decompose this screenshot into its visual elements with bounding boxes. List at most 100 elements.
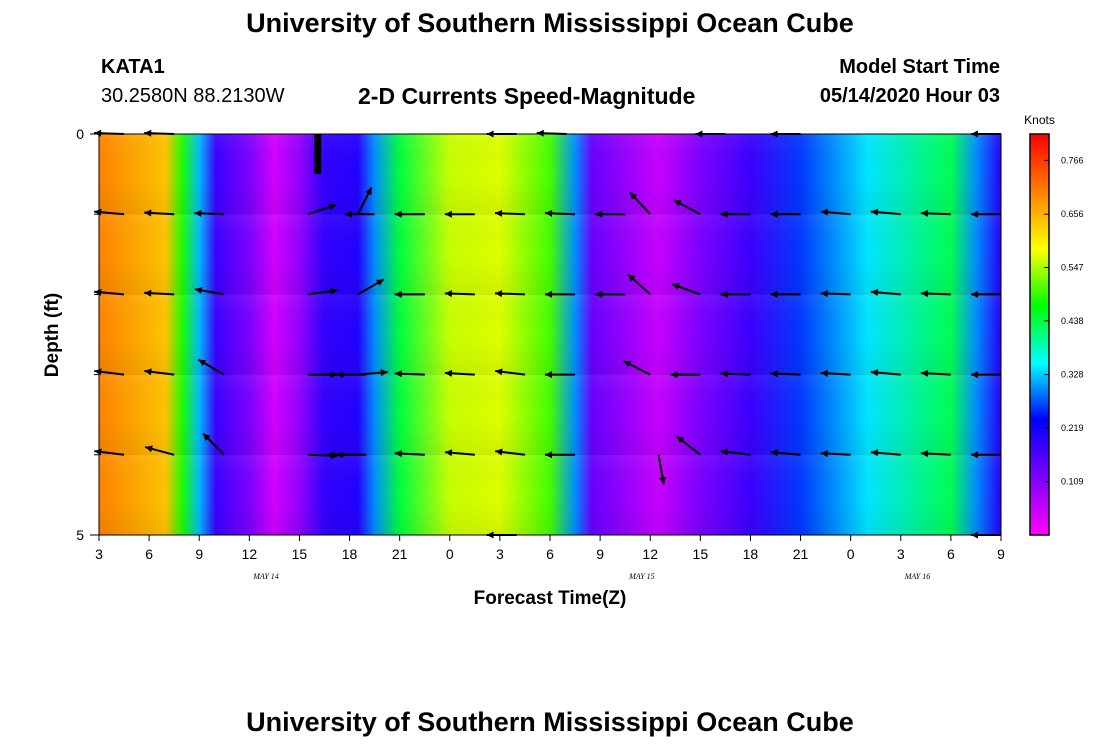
x-tick-label: 0 [847, 546, 855, 562]
date-label: MAY 15 [628, 572, 655, 581]
current-vector [307, 203, 337, 216]
current-vector [202, 432, 225, 456]
current-vector [394, 210, 425, 218]
current-vector [920, 209, 951, 217]
vector-head [444, 369, 453, 377]
vector-head [495, 448, 503, 456]
vector-head [394, 290, 402, 298]
current-vector [770, 290, 801, 298]
current-vector [344, 210, 375, 218]
vector-head [920, 290, 929, 298]
vector-head [545, 209, 553, 217]
y-tick-label: 0 [76, 126, 84, 142]
current-vector [194, 209, 225, 217]
vector-head [820, 369, 828, 377]
x-tick-label: 9 [997, 546, 1005, 562]
vector-head [870, 288, 879, 296]
x-tick-label: 0 [446, 546, 454, 562]
date-label: MAY 14 [252, 572, 279, 581]
current-vector [595, 290, 626, 298]
current-vector [770, 210, 801, 218]
current-vector [307, 371, 338, 379]
current-vector [144, 445, 175, 456]
vector-head [545, 290, 553, 298]
current-vector [657, 454, 667, 485]
vector-head [394, 450, 402, 458]
vector-head [820, 290, 828, 298]
current-vectors [94, 129, 1001, 539]
vector-head [145, 445, 153, 453]
vector-head [720, 448, 729, 456]
vector-head [623, 360, 632, 368]
x-tick-label: 12 [242, 546, 258, 562]
x-tick-label: 15 [693, 546, 709, 562]
vector-head [670, 371, 678, 379]
current-vector [971, 290, 1001, 298]
current-vector [720, 448, 751, 456]
colorbar-tick-label: 0.109 [1061, 477, 1084, 487]
vector-head [327, 451, 335, 459]
current-vector [770, 370, 801, 378]
model-start-label: Model Start Time [839, 56, 1000, 78]
vector-head [194, 286, 203, 294]
vector-head [536, 129, 544, 137]
vector-head [971, 371, 978, 379]
x-tick-label: 9 [596, 546, 604, 562]
current-vector [144, 209, 175, 217]
current-vector [820, 290, 851, 298]
x-tick-label: 15 [292, 546, 308, 562]
depth-layer-shade [99, 294, 1001, 375]
current-vector [444, 290, 475, 298]
vector-head [330, 287, 338, 295]
current-vector [307, 287, 338, 296]
vector-head [971, 210, 978, 218]
vector-head [94, 208, 102, 216]
x-tick-label: 6 [546, 546, 554, 562]
vector-head [971, 451, 978, 459]
vector-head [94, 129, 102, 137]
current-vector [870, 449, 901, 457]
vector-head [920, 369, 929, 377]
vector-head [344, 210, 352, 218]
vector-head [720, 210, 728, 218]
x-tick-label: 9 [195, 546, 203, 562]
current-vector [820, 369, 851, 377]
vector-head [920, 450, 929, 458]
current-vector [444, 369, 475, 377]
colorbar-tick-label: 0.219 [1061, 423, 1084, 433]
current-vector [495, 368, 526, 376]
footer-title: University of Southern Mississippi Ocean… [246, 707, 854, 737]
current-vector [357, 278, 385, 296]
vector-head [820, 208, 829, 216]
vector-head [444, 449, 453, 457]
vector-head [336, 451, 344, 459]
current-vector [673, 199, 701, 216]
colorbar-tick-label: 0.438 [1061, 316, 1084, 326]
vector-head [676, 436, 685, 444]
current-vector [144, 368, 175, 376]
current-vector [394, 290, 425, 298]
current-vector [920, 450, 951, 458]
vector-head [971, 290, 978, 298]
vector-head [94, 368, 102, 376]
current-vector [444, 210, 475, 218]
vector-head [203, 433, 211, 442]
axes: 3 6 9 12 15 18 21 0 3 6 9 12 15 18 21 0 3 6 9 MAY 14 MAY 15 M… [76, 126, 1005, 581]
page-title: University of Southern Mississippi Ocean… [246, 8, 854, 38]
current-vector [336, 451, 367, 459]
vector-head [770, 210, 778, 218]
current-vector [197, 358, 225, 376]
current-vector [770, 449, 801, 457]
y-tick-label: 5 [76, 527, 84, 543]
x-tick-label: 6 [145, 546, 153, 562]
current-vector [720, 290, 751, 298]
vector-head [144, 368, 152, 376]
x-tick-label: 21 [392, 546, 408, 562]
vector-head [380, 369, 388, 377]
vector-head [920, 209, 929, 217]
current-time-marker [314, 134, 322, 174]
current-vector [545, 290, 576, 298]
vector-head [494, 209, 503, 217]
current-vector [627, 273, 651, 296]
